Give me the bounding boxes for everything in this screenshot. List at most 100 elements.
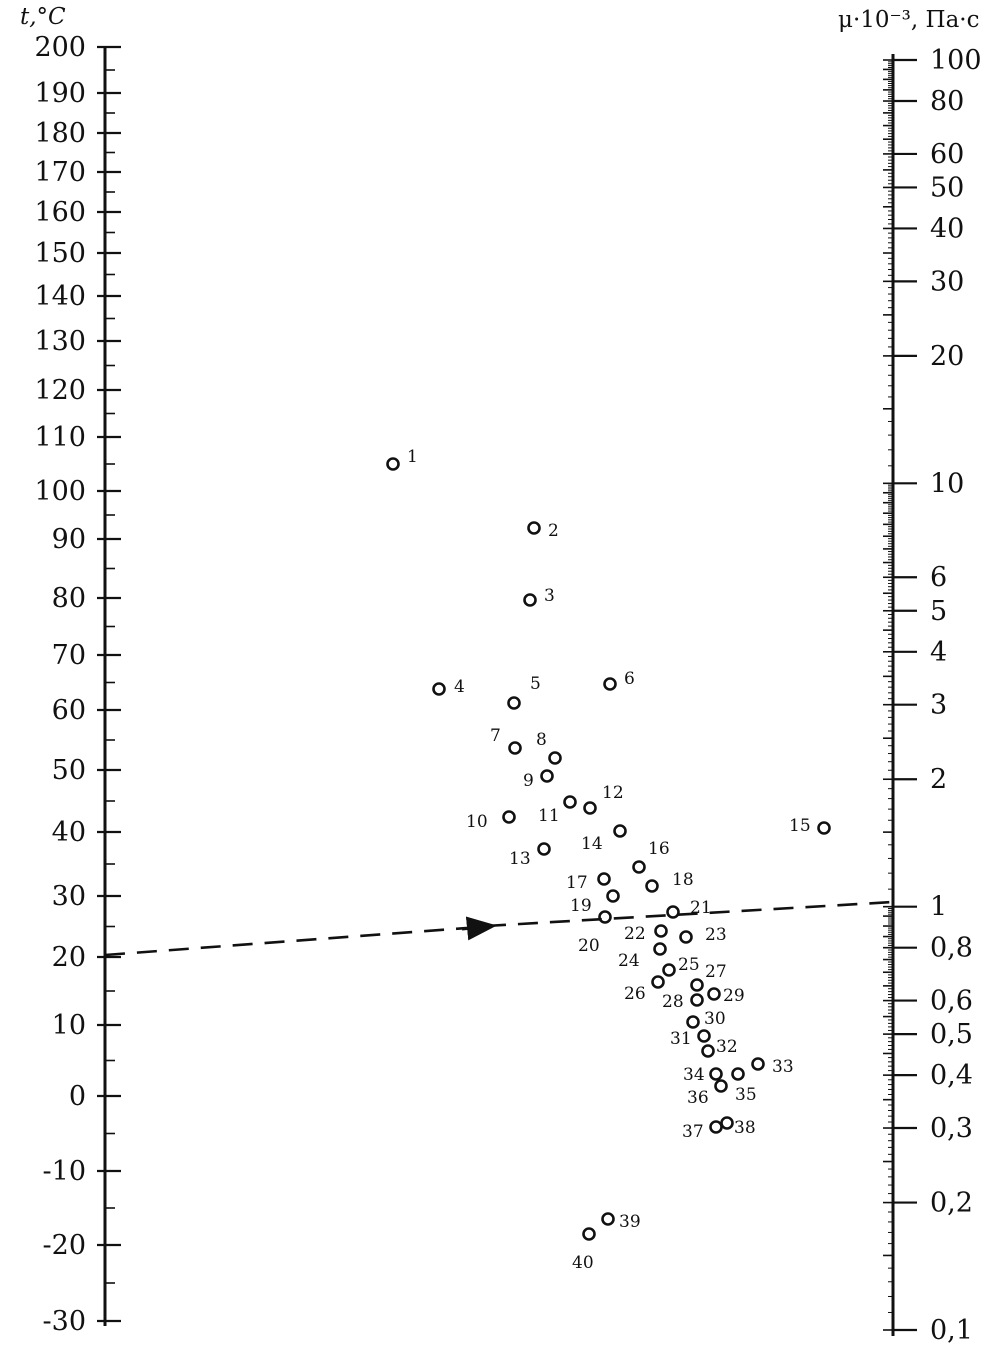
substance-point-label: 25 bbox=[678, 955, 700, 975]
substance-point-label: 31 bbox=[670, 1029, 692, 1049]
temperature-tick-label: 150 bbox=[34, 238, 86, 269]
substance-point bbox=[697, 1029, 711, 1043]
substance-point-label: 22 bbox=[624, 924, 646, 944]
substance-point bbox=[432, 682, 446, 696]
substance-point bbox=[603, 677, 617, 691]
viscosity-tick-label: 1 bbox=[930, 892, 947, 923]
substance-point-label: 23 bbox=[705, 925, 727, 945]
substance-point-label: 4 bbox=[454, 677, 465, 697]
substance-point bbox=[654, 924, 668, 938]
substance-point bbox=[583, 801, 597, 815]
temperature-tick-label: -20 bbox=[43, 1230, 86, 1261]
substance-point-label: 11 bbox=[538, 806, 560, 826]
viscosity-tick-label: 0,8 bbox=[930, 933, 973, 964]
substance-point bbox=[651, 975, 665, 989]
reading-guide-line bbox=[104, 900, 894, 957]
substance-point bbox=[662, 963, 676, 977]
temperature-tick-label: -10 bbox=[43, 1156, 86, 1187]
substance-point-label: 9 bbox=[523, 771, 534, 791]
viscosity-tick-label: 6 bbox=[930, 562, 947, 593]
substance-point-label: 33 bbox=[772, 1057, 794, 1077]
substance-point-label: 3 bbox=[544, 586, 555, 606]
viscosity-tick-label: 10 bbox=[930, 468, 964, 499]
substance-point bbox=[601, 1212, 615, 1226]
temperature-tick-label: 50 bbox=[52, 755, 86, 786]
right-axis-title: μ·10⁻³, Па·с bbox=[838, 7, 979, 33]
substance-point-label: 10 bbox=[466, 812, 488, 832]
substance-point-label: 16 bbox=[648, 839, 670, 859]
substance-point-label: 8 bbox=[536, 730, 547, 750]
temperature-tick-label: 30 bbox=[52, 881, 86, 912]
substance-point bbox=[731, 1067, 745, 1081]
substance-point-label: 18 bbox=[672, 870, 694, 890]
substance-point bbox=[751, 1057, 765, 1071]
temperature-tick-label: 20 bbox=[52, 942, 86, 973]
viscosity-tick-label: 0,5 bbox=[930, 1019, 973, 1050]
temperature-tick-label: 170 bbox=[34, 157, 86, 188]
substance-point-label: 5 bbox=[530, 674, 541, 694]
substance-point bbox=[701, 1044, 715, 1058]
substance-point bbox=[720, 1116, 734, 1130]
temperature-tick-label: 90 bbox=[52, 524, 86, 555]
substance-point-label: 2 bbox=[548, 521, 559, 541]
substance-point bbox=[606, 889, 620, 903]
substance-point bbox=[598, 910, 612, 924]
substance-point bbox=[714, 1079, 728, 1093]
substance-point bbox=[690, 978, 704, 992]
substance-point-label: 35 bbox=[735, 1085, 757, 1105]
substance-point bbox=[563, 795, 577, 809]
substance-point bbox=[508, 741, 522, 755]
substance-point-label: 13 bbox=[509, 849, 531, 869]
substance-point-label: 7 bbox=[490, 726, 501, 746]
viscosity-tick-label: 2 bbox=[930, 764, 947, 795]
temperature-tick-label: 80 bbox=[52, 583, 86, 614]
substance-point-label: 32 bbox=[716, 1037, 738, 1057]
substance-point-label: 15 bbox=[789, 816, 811, 836]
substance-point bbox=[507, 696, 521, 710]
substance-point bbox=[679, 930, 693, 944]
substance-point-label: 27 bbox=[705, 962, 727, 982]
substance-point-label: 37 bbox=[682, 1122, 704, 1142]
temperature-tick-label: 0 bbox=[69, 1081, 86, 1112]
viscosity-tick-label: 0,6 bbox=[930, 986, 973, 1017]
substance-point-label: 34 bbox=[683, 1065, 705, 1085]
substance-point-label: 29 bbox=[723, 986, 745, 1006]
substance-point bbox=[709, 1067, 723, 1081]
temperature-tick-label: 190 bbox=[34, 78, 86, 109]
substance-point-label: 1 bbox=[407, 447, 418, 467]
substance-point bbox=[653, 942, 667, 956]
viscosity-tick-label: 0,4 bbox=[930, 1060, 973, 1091]
substance-point bbox=[537, 842, 551, 856]
substance-point bbox=[540, 769, 554, 783]
substance-point bbox=[523, 593, 537, 607]
temperature-tick-label: 60 bbox=[52, 695, 86, 726]
substance-point bbox=[632, 860, 646, 874]
substance-point bbox=[709, 1120, 723, 1134]
temperature-tick-label: 10 bbox=[52, 1010, 86, 1041]
substance-point-label: 26 bbox=[624, 984, 646, 1004]
substance-point bbox=[690, 993, 704, 1007]
guide-arrow bbox=[461, 916, 497, 941]
substance-point-label: 24 bbox=[618, 951, 640, 971]
viscosity-tick-label: 100 bbox=[930, 45, 982, 76]
viscosity-tick-label: 40 bbox=[930, 213, 964, 244]
substance-point-label: 6 bbox=[624, 669, 635, 689]
viscosity-tick-label: 4 bbox=[930, 637, 947, 668]
temperature-tick-label: 160 bbox=[34, 197, 86, 228]
substance-point bbox=[502, 810, 516, 824]
temperature-tick-label: 120 bbox=[34, 375, 86, 406]
temperature-tick-label: -30 bbox=[43, 1306, 86, 1337]
substance-point bbox=[597, 872, 611, 886]
substance-point bbox=[527, 521, 541, 535]
temperature-tick-label: 70 bbox=[52, 640, 86, 671]
viscosity-tick-label: 80 bbox=[930, 86, 964, 117]
substance-point bbox=[548, 751, 562, 765]
substance-point bbox=[686, 1015, 700, 1029]
viscosity-tick-label: 0,2 bbox=[930, 1188, 973, 1219]
substance-point bbox=[613, 824, 627, 838]
temperature-tick-label: 100 bbox=[34, 476, 86, 507]
viscosity-tick-label: 0,3 bbox=[930, 1113, 973, 1144]
substance-point-label: 12 bbox=[602, 783, 624, 803]
